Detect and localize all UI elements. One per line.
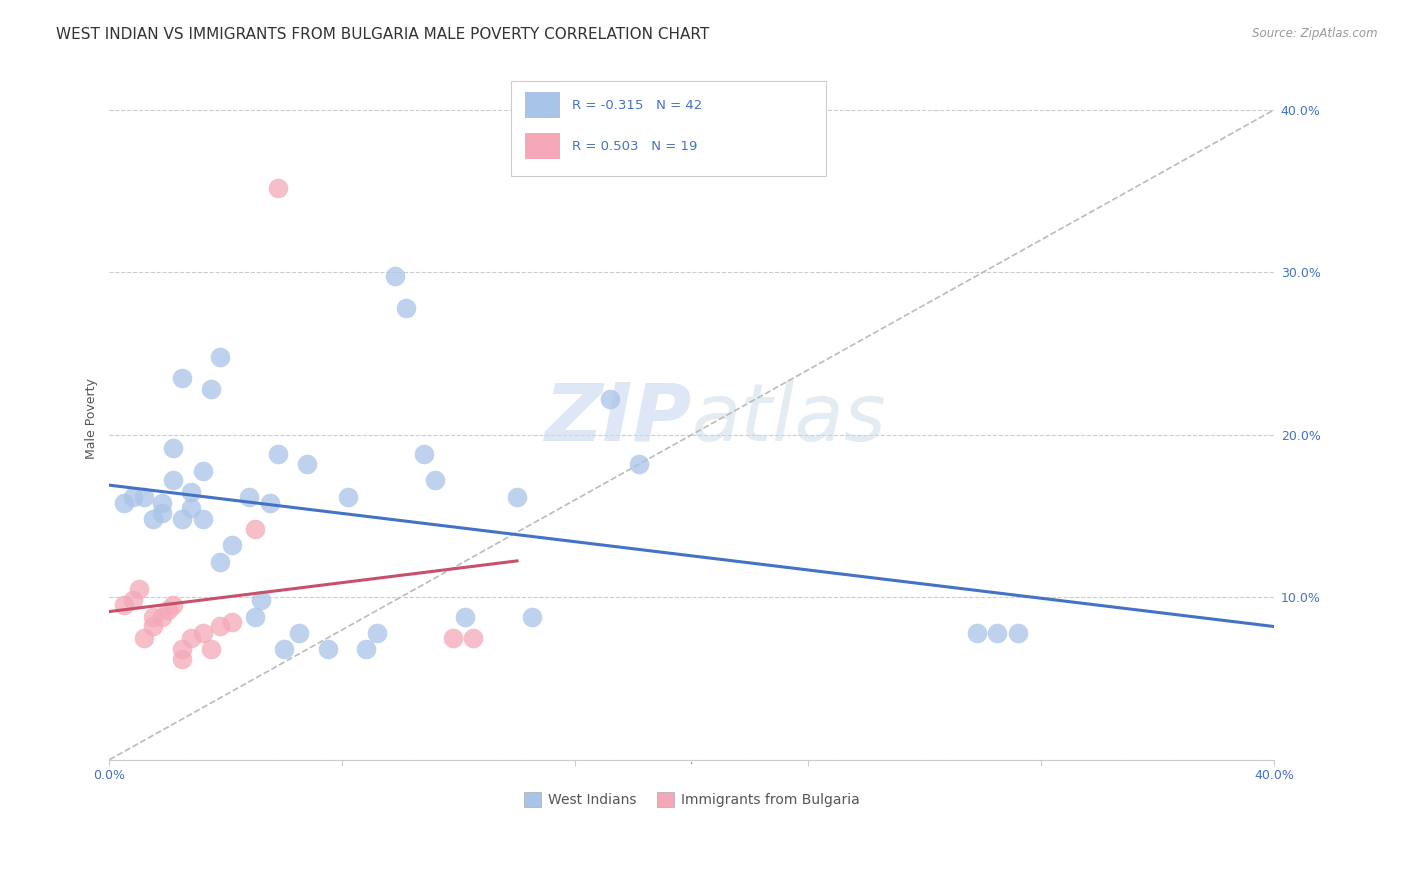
Point xyxy=(112,599,135,613)
Point xyxy=(150,506,173,520)
Point xyxy=(259,496,281,510)
Point xyxy=(150,496,173,510)
Point xyxy=(384,268,406,283)
Point xyxy=(134,490,156,504)
Point xyxy=(273,642,295,657)
Point xyxy=(297,457,319,471)
Point xyxy=(267,447,290,461)
Point xyxy=(172,512,194,526)
Point xyxy=(208,619,231,633)
Point xyxy=(191,512,214,526)
Point xyxy=(200,382,222,396)
Point xyxy=(267,181,290,195)
Text: R = -0.315   N = 42: R = -0.315 N = 42 xyxy=(572,99,702,112)
Point xyxy=(506,490,529,504)
Point xyxy=(599,392,621,406)
Point xyxy=(142,619,165,633)
Point xyxy=(180,631,202,645)
Text: atlas: atlas xyxy=(692,380,886,458)
FancyBboxPatch shape xyxy=(524,134,560,160)
Point xyxy=(221,538,243,552)
Point xyxy=(200,642,222,657)
Y-axis label: Male Poverty: Male Poverty xyxy=(86,378,98,459)
Point xyxy=(180,484,202,499)
Point xyxy=(112,496,135,510)
Point xyxy=(628,457,651,471)
Point xyxy=(366,626,388,640)
Text: R = 0.503   N = 19: R = 0.503 N = 19 xyxy=(572,140,697,153)
Point xyxy=(134,631,156,645)
Point xyxy=(316,642,339,657)
Point xyxy=(180,500,202,515)
Point xyxy=(243,609,266,624)
Point xyxy=(395,301,418,315)
Point xyxy=(425,473,447,487)
Point xyxy=(354,642,377,657)
Point xyxy=(287,626,309,640)
Point xyxy=(172,371,194,385)
Point xyxy=(172,642,194,657)
Point xyxy=(150,609,173,624)
Point xyxy=(156,603,179,617)
Point xyxy=(162,441,184,455)
Text: Source: ZipAtlas.com: Source: ZipAtlas.com xyxy=(1253,27,1378,40)
Legend: West Indians, Immigrants from Bulgaria: West Indians, Immigrants from Bulgaria xyxy=(517,786,866,814)
Point xyxy=(191,626,214,640)
Text: ZIP: ZIP xyxy=(544,380,692,458)
Point xyxy=(520,609,543,624)
Point xyxy=(128,582,150,596)
Point xyxy=(191,464,214,478)
Point xyxy=(142,512,165,526)
Point xyxy=(453,609,475,624)
FancyBboxPatch shape xyxy=(524,93,560,119)
FancyBboxPatch shape xyxy=(512,81,825,177)
Point xyxy=(221,615,243,629)
Point xyxy=(162,599,184,613)
Text: WEST INDIAN VS IMMIGRANTS FROM BULGARIA MALE POVERTY CORRELATION CHART: WEST INDIAN VS IMMIGRANTS FROM BULGARIA … xyxy=(56,27,710,42)
Point xyxy=(208,350,231,364)
Point xyxy=(249,593,271,607)
Point xyxy=(412,447,434,461)
Point xyxy=(986,626,1008,640)
Point xyxy=(337,490,360,504)
Point xyxy=(162,473,184,487)
Point xyxy=(966,626,988,640)
Point xyxy=(441,631,464,645)
Point xyxy=(208,554,231,568)
Point xyxy=(172,652,194,666)
Point xyxy=(142,609,165,624)
Point xyxy=(243,522,266,536)
Point xyxy=(121,593,143,607)
Point xyxy=(121,490,143,504)
Point xyxy=(238,490,260,504)
Point xyxy=(463,631,485,645)
Point xyxy=(1007,626,1029,640)
